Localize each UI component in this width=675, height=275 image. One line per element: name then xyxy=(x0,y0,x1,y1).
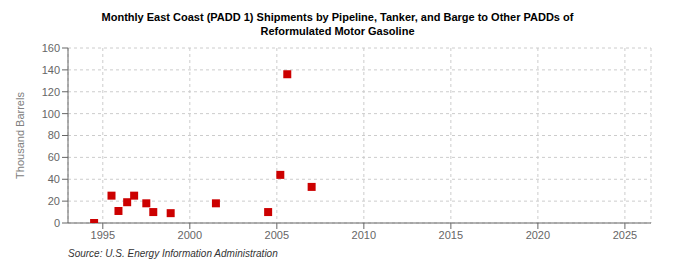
svg-text:40: 40 xyxy=(48,173,60,185)
svg-text:2015: 2015 xyxy=(439,229,463,241)
svg-text:100: 100 xyxy=(42,108,60,120)
svg-text:60: 60 xyxy=(48,151,60,163)
svg-text:80: 80 xyxy=(48,129,60,141)
svg-text:2000: 2000 xyxy=(178,229,202,241)
svg-text:1995: 1995 xyxy=(91,229,115,241)
svg-text:2025: 2025 xyxy=(613,229,637,241)
svg-text:140: 140 xyxy=(42,64,60,76)
svg-text:20: 20 xyxy=(48,195,60,207)
svg-text:160: 160 xyxy=(42,42,60,54)
svg-text:2020: 2020 xyxy=(526,229,550,241)
svg-text:2010: 2010 xyxy=(352,229,376,241)
svg-text:120: 120 xyxy=(42,86,60,98)
svg-text:0: 0 xyxy=(54,217,60,229)
svg-text:Thousand Barrels: Thousand Barrels xyxy=(14,92,26,179)
html-text:Source: U.S. Energy Informatio: Source: U.S. Energy Information Administ… xyxy=(68,248,278,259)
svg-text:2005: 2005 xyxy=(265,229,289,241)
html-text:Monthly East Coast (PADD 1) Sh: Monthly East Coast (PADD 1) Shipments by… xyxy=(101,11,574,23)
html-text:Reformulated Motor Gasoline: Reformulated Motor Gasoline xyxy=(260,25,415,37)
